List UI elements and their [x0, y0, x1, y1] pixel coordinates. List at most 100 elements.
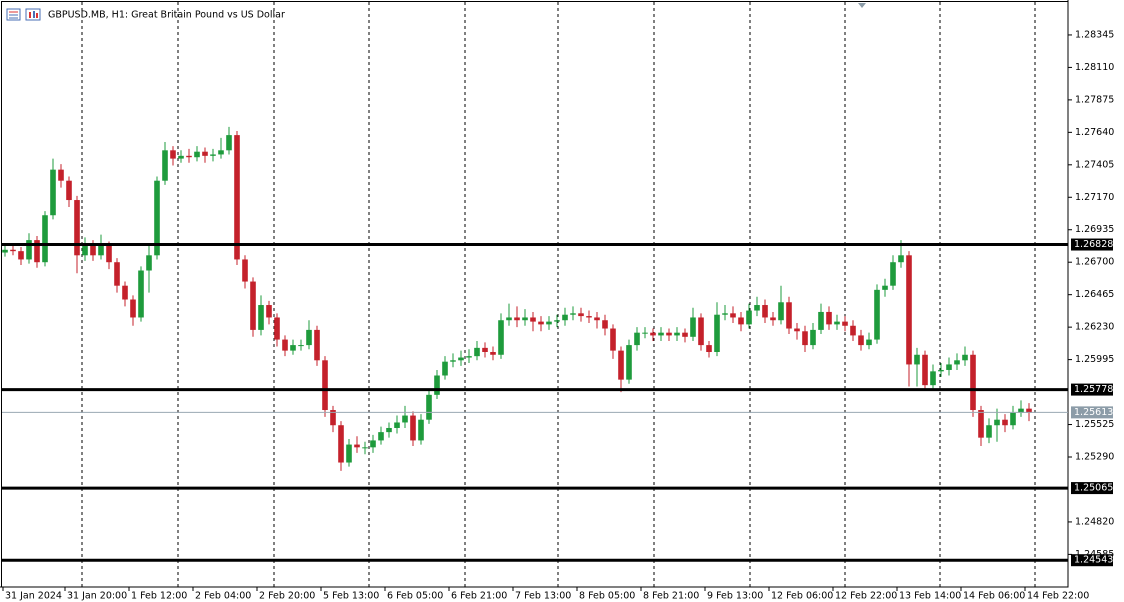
candle-body [986, 425, 992, 438]
y-tick-label: 1.27405 [1075, 159, 1114, 170]
candle-body [346, 444, 352, 463]
level-box [1071, 238, 1113, 251]
candle-body [962, 354, 968, 361]
candle-body [138, 270, 144, 318]
candle-body [370, 440, 376, 448]
candle-body [538, 321, 544, 325]
candle-body [1026, 408, 1032, 413]
y-tick-label: 1.25525 [1075, 419, 1114, 430]
candle-body [842, 321, 848, 326]
candle-body [154, 180, 160, 256]
candle-body [314, 329, 320, 361]
candle-body [114, 262, 120, 286]
candle-body [594, 317, 600, 321]
candle-body [18, 251, 24, 260]
x-tick-label: 13 Feb 14:00 [899, 591, 961, 602]
candle-body [714, 314, 720, 353]
candle-body [954, 360, 960, 365]
x-tick-label: 1 Feb 12:00 [131, 591, 187, 602]
candle-body [498, 320, 504, 355]
x-tick-label: 14 Feb 22:00 [1027, 591, 1089, 602]
candle-body [970, 354, 976, 411]
x-tick-label: 12 Feb 06:00 [771, 591, 833, 602]
y-tick-label: 1.25290 [1075, 452, 1114, 463]
candle-body [386, 427, 392, 433]
candle-body [650, 332, 656, 336]
candle-body [938, 369, 944, 372]
candle-body [66, 180, 72, 201]
candle-body [1010, 412, 1016, 426]
candle-body [562, 314, 568, 321]
candle-body [42, 215, 48, 263]
icon-bar [36, 13, 38, 18]
candle-body [178, 155, 184, 159]
level-label: 1.25065 [1074, 483, 1113, 494]
candle-body [90, 245, 96, 256]
candle-body [74, 200, 80, 256]
candle-body [762, 305, 768, 318]
candle-body [162, 150, 168, 181]
x-tick-label: 31 Jan 2024 [5, 591, 62, 602]
candle-body [690, 317, 696, 337]
candle-body [106, 245, 112, 263]
candle-body [10, 249, 16, 252]
candle-body [1018, 408, 1024, 413]
candle-body [522, 317, 528, 321]
candle-body [170, 150, 176, 159]
candle-body [898, 255, 904, 263]
candle-body [634, 332, 640, 346]
candle-body [354, 444, 360, 448]
candle-body [682, 332, 688, 337]
candle-body [778, 302, 784, 321]
candle-body [914, 354, 920, 365]
candle-body [826, 311, 832, 325]
x-tick-label: 6 Feb 21:00 [451, 591, 507, 602]
candle-body [130, 299, 136, 318]
candle-body [442, 361, 448, 376]
candle-body [506, 317, 512, 321]
candle-body [818, 311, 824, 330]
candle-body [402, 415, 408, 423]
x-tick-label: 12 Feb 22:00 [835, 591, 897, 602]
x-tick-label: 2 Feb 20:00 [259, 591, 315, 602]
candle-body [330, 410, 336, 426]
candle-body [546, 321, 552, 325]
level-box [1071, 554, 1113, 567]
icon-bar [29, 12, 31, 18]
candle-body [322, 360, 328, 411]
y-tick-label: 1.27640 [1075, 127, 1114, 138]
candle-body [626, 345, 632, 380]
candle-body [226, 135, 232, 151]
y-tick-label: 1.26700 [1075, 257, 1114, 268]
current-price-box [1071, 406, 1113, 419]
level-label: 1.25778 [1074, 384, 1113, 395]
candle-body [834, 321, 840, 325]
candle-body [450, 360, 456, 362]
candle-body [218, 150, 224, 155]
candle-body [50, 169, 56, 216]
title-icons [6, 8, 41, 21]
candle-body [922, 354, 928, 386]
candle-body [930, 371, 936, 386]
candle-body [394, 422, 400, 428]
candle-body [858, 335, 864, 346]
shift-marker[interactable] [858, 3, 866, 8]
candle-body [530, 317, 536, 322]
candle-body [658, 332, 664, 336]
candle-body [890, 262, 896, 286]
candle-body [514, 317, 520, 321]
y-tick-label: 1.27875 [1075, 94, 1114, 105]
y-tick-label: 1.27170 [1075, 192, 1114, 203]
candle-body [882, 285, 888, 290]
icon-bar [33, 11, 35, 18]
candle-body [794, 328, 800, 332]
candle-body [26, 240, 32, 260]
candle-body [994, 419, 1000, 426]
candle-body [738, 317, 744, 325]
candle-body [586, 316, 592, 318]
candle-body [98, 245, 104, 256]
candle-body [146, 255, 152, 271]
candle-body [274, 317, 280, 340]
x-tick-label: 5 Feb 13:00 [323, 591, 379, 602]
candle-body [378, 432, 384, 441]
